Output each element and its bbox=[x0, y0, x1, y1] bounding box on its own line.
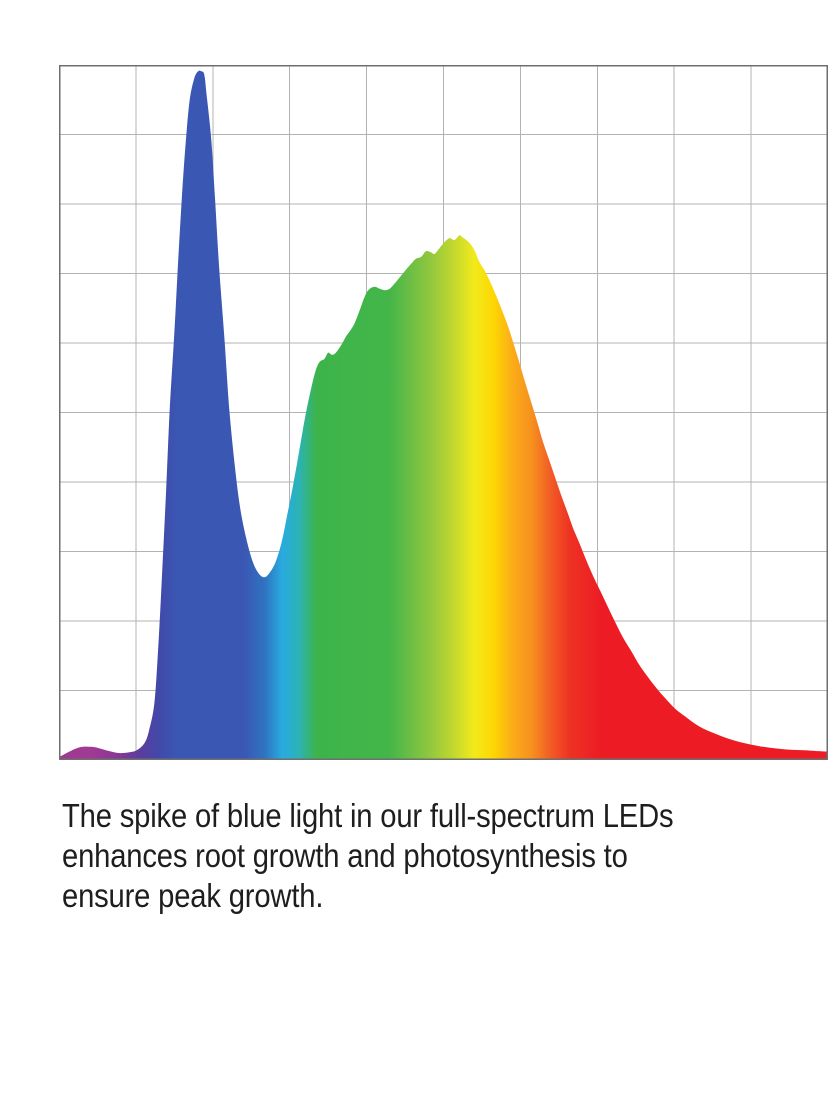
spectrum-area-path bbox=[59, 70, 828, 760]
spectrum-chart bbox=[59, 65, 828, 760]
caption-line: enhances root growth and photosynthesis … bbox=[62, 837, 628, 874]
caption-line: The spike of blue light in our full-spec… bbox=[62, 797, 674, 834]
caption-line: ensure peak growth. bbox=[62, 877, 324, 914]
chart-border bbox=[59, 65, 828, 760]
spectrum-svg bbox=[59, 65, 828, 760]
caption: The spike of blue light in our full-spec… bbox=[62, 796, 674, 916]
